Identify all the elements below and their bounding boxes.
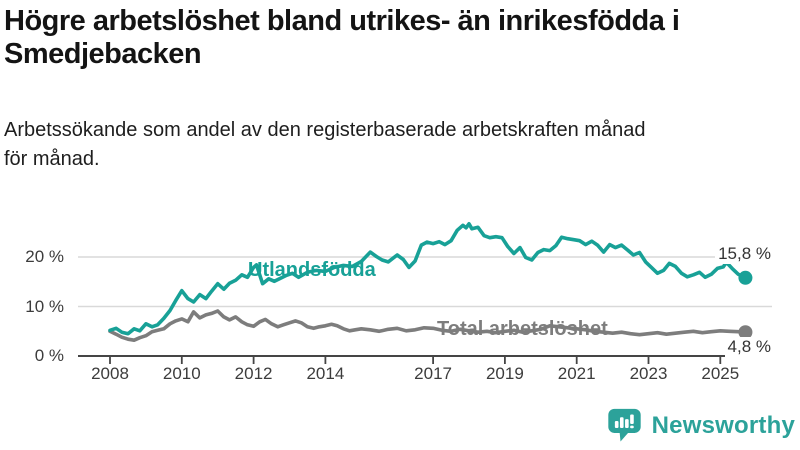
end-value-label-utlandsfodda: 15,8 % <box>715 244 774 264</box>
series-label-utlandsfodda: Utlandsfödda <box>248 259 376 281</box>
title-line-2: Smedjebacken <box>4 38 202 70</box>
x-tick-label: 2010 <box>162 364 201 383</box>
end-value-label-total: 4,8 % <box>724 337 774 357</box>
y-tick-label: 20 % <box>25 247 64 266</box>
y-tick-label: 10 % <box>25 296 64 316</box>
logo-bar-2 <box>619 417 624 429</box>
series-end-dot <box>738 270 753 285</box>
x-tick-label: 2014 <box>306 364 345 383</box>
chart-subtitle: Arbetssökande som andel av den registerb… <box>4 116 784 174</box>
y-tick-label: 0 % <box>34 346 64 365</box>
title-line-1: Högre arbetslöshet bland utrikes- än inr… <box>4 5 680 37</box>
subtitle-line-1: Arbetssökande som andel av den registerb… <box>4 119 646 141</box>
x-tick-label: 2008 <box>91 364 129 383</box>
x-tick-label: 2017 <box>414 364 452 383</box>
x-tick-label: 2012 <box>234 364 273 383</box>
x-tick-label: 2025 <box>701 364 740 383</box>
x-tick-label: 2023 <box>629 364 668 383</box>
logo-bar-1 <box>614 421 619 429</box>
bar-chart-speech-bubble-icon <box>607 408 641 442</box>
newsworthy-logo[interactable]: Newsworthy <box>606 406 795 446</box>
page-title: Högre arbetslöshet bland utrikes- än inr… <box>4 5 796 71</box>
brand-wordmark: Newsworthy <box>651 412 795 439</box>
logo-exclamation-stem <box>629 414 634 424</box>
logo-bar-3 <box>624 419 629 429</box>
series-label-total-arbetsloshet: Total arbetslöshet <box>437 318 608 340</box>
x-tick-label: 2019 <box>485 364 524 383</box>
x-tick-label: 2021 <box>557 364 596 383</box>
series-end-dot <box>738 325 753 340</box>
series-line-0 <box>108 222 748 336</box>
series-line-1 <box>108 309 748 343</box>
subtitle-line-2: för månad. <box>4 148 100 170</box>
speech-bubble-shape <box>607 408 641 442</box>
logo-exclamation-dot <box>629 425 634 429</box>
